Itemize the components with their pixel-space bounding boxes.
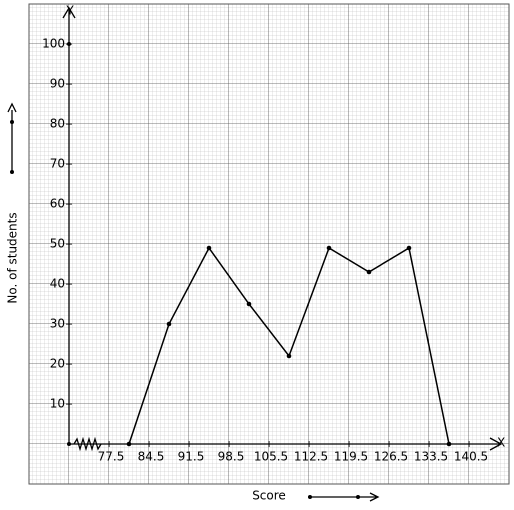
x-tick-label: 112.5 (294, 450, 328, 464)
y-tick-label: 20 (50, 357, 65, 371)
x-tick-label: 133.5 (414, 450, 448, 464)
point (406, 245, 412, 251)
x-tick-label: 119.5 (334, 450, 368, 464)
x-tick-label: 140.5 (454, 450, 488, 464)
point (166, 321, 172, 327)
point (246, 301, 252, 307)
point (446, 441, 452, 447)
x-tick-label: 91.5 (178, 450, 205, 464)
y-tick-label: 50 (50, 237, 65, 251)
y-tick-label: 10 (50, 397, 65, 411)
x-axis-label: Score (252, 489, 286, 503)
y-axis-letter: Y (65, 4, 74, 18)
y-tick-label: 40 (50, 277, 65, 291)
y-tick-label: 80 (50, 117, 65, 131)
graph-paper (28, 3, 510, 485)
axis-dots (10, 42, 360, 499)
y-tick-label: 90 (50, 77, 65, 91)
axes (7, 6, 503, 502)
y-tick-label: 100 (42, 37, 65, 51)
point (206, 245, 212, 251)
y-tick-label: 70 (50, 157, 65, 171)
y-tick-label: 60 (50, 197, 65, 211)
point (286, 353, 292, 359)
y-tick-label: 30 (50, 317, 65, 331)
x-tick-label: 77.5 (98, 450, 125, 464)
x-tick-label: 98.5 (218, 450, 245, 464)
point (126, 441, 132, 447)
x-tick-label: 105.5 (254, 450, 288, 464)
x-tick-label: 126.5 (374, 450, 408, 464)
y-axis-label: No. of students (6, 212, 20, 303)
point (366, 269, 372, 275)
x-tick-label: 84.5 (138, 450, 165, 464)
x-axis-letter: X (497, 436, 505, 450)
point (326, 245, 332, 251)
